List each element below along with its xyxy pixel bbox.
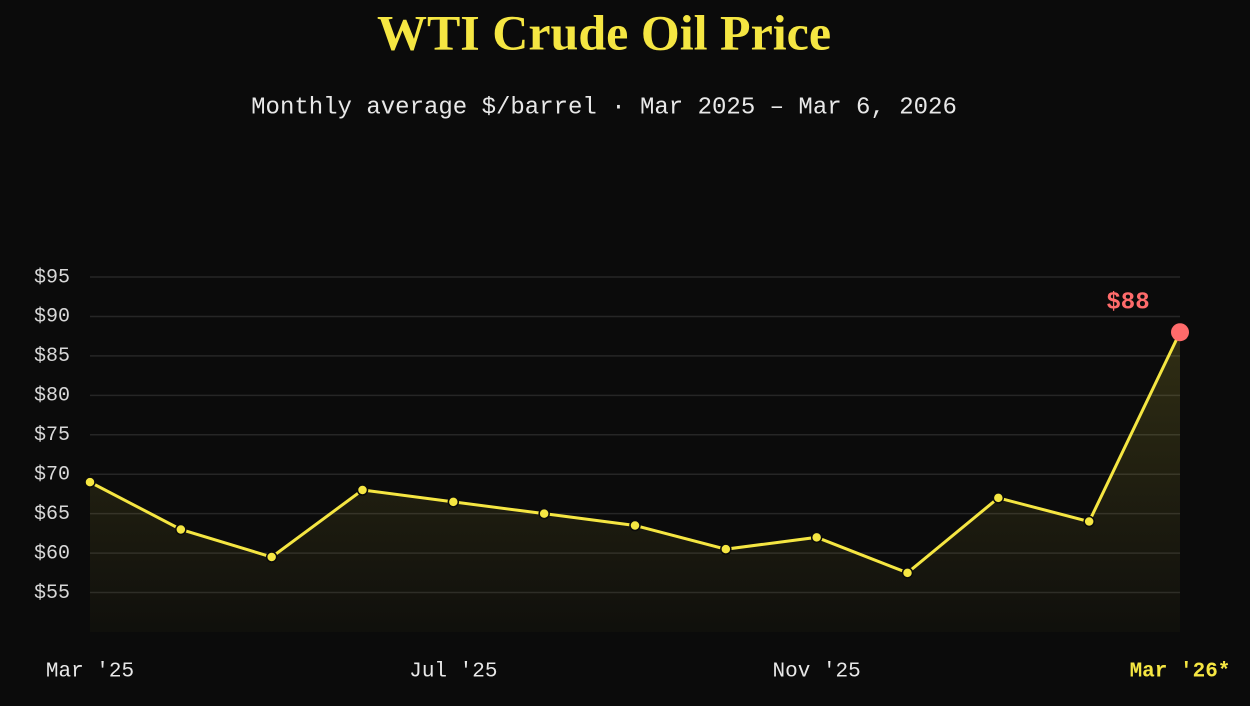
point: [901, 567, 914, 579]
x-tick-label: Mar '25: [46, 661, 134, 684]
point: [356, 484, 369, 496]
y-tick-label: $55: [34, 582, 70, 605]
x-tick-label: Jul '25: [409, 661, 497, 684]
y-tick-label: $75: [34, 424, 70, 447]
point: [175, 523, 187, 536]
y-tick-label: $90: [34, 306, 70, 329]
point: [1083, 515, 1095, 528]
y-tick-label: $85: [34, 345, 70, 368]
point: [265, 551, 278, 563]
point: [810, 531, 823, 544]
y-tick-label: $70: [34, 464, 70, 487]
value-label: $88: [1106, 290, 1149, 317]
y-tick-label: $95: [34, 266, 70, 289]
point: [447, 496, 460, 508]
x-tick-label: Mar '26*: [1130, 661, 1231, 684]
point: [84, 476, 96, 488]
y-tick-label: $65: [34, 503, 70, 526]
point: [538, 507, 550, 520]
y-tick-label: $60: [34, 542, 70, 565]
point: [992, 492, 1005, 504]
point: [720, 543, 732, 555]
y-tick-label: $80: [34, 385, 70, 408]
chart-title: WTI Crude Oil Price: [377, 4, 831, 60]
point: [629, 519, 641, 532]
chart-subtitle: Monthly average $/barrel · Mar 2025 – Ma…: [251, 94, 957, 121]
x-tick-label: Nov '25: [773, 661, 861, 684]
area: [90, 332, 1180, 632]
point: [1171, 323, 1189, 342]
